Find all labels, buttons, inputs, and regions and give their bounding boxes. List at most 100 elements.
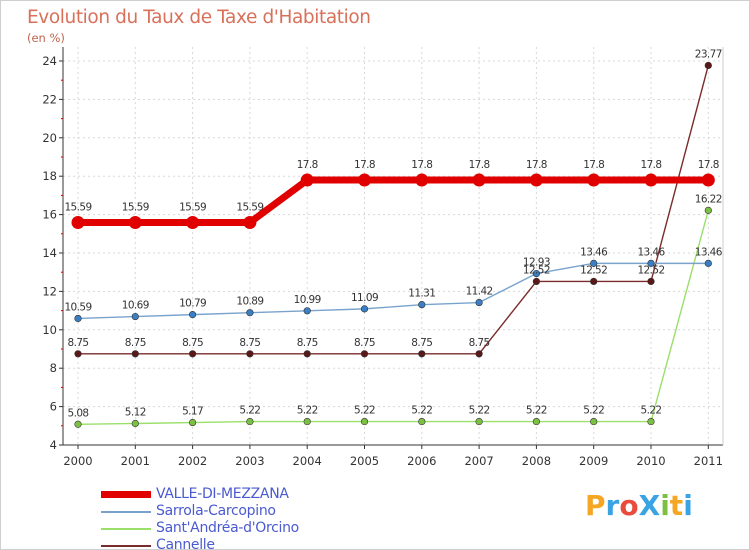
data-label: 10.89 xyxy=(236,296,263,308)
legend-label: Sarrola-Carcopino xyxy=(156,503,276,519)
x-tick-label: 2001 xyxy=(121,454,150,468)
data-label: 5.22 xyxy=(526,405,547,417)
data-label: 5.17 xyxy=(182,406,203,418)
data-label: 11.09 xyxy=(351,292,378,304)
data-label: 15.59 xyxy=(179,201,206,213)
y-tick-label: 4 xyxy=(50,438,57,452)
data-point xyxy=(131,312,139,321)
data-point xyxy=(647,417,655,426)
y-tick-label: 24 xyxy=(42,54,57,68)
data-point xyxy=(647,259,655,267)
data-label: 17.8 xyxy=(698,159,719,171)
x-tick-label: 2010 xyxy=(636,454,665,468)
data-point xyxy=(590,277,598,286)
data-point xyxy=(189,418,197,427)
data-label: 5.12 xyxy=(125,406,146,418)
data-label: 13.46 xyxy=(637,246,665,258)
data-point xyxy=(303,307,311,315)
data-point xyxy=(243,215,257,229)
series-line-1 xyxy=(77,262,709,320)
data-point xyxy=(189,350,197,358)
data-point xyxy=(128,215,142,229)
data-point xyxy=(532,277,541,286)
data-label: 5.22 xyxy=(583,405,604,417)
data-point xyxy=(74,350,82,358)
data-point xyxy=(647,277,655,286)
data-label: 17.8 xyxy=(354,159,375,171)
legend-item: Sarrola-Carcopino xyxy=(101,503,299,520)
data-point xyxy=(300,173,314,187)
data-point xyxy=(532,269,541,278)
data-point xyxy=(475,417,483,426)
data-point xyxy=(246,350,254,358)
x-tick-label: 2002 xyxy=(178,454,207,468)
x-tick-label: 2011 xyxy=(694,454,723,468)
data-label: 17.8 xyxy=(526,159,547,171)
logo-letter: i xyxy=(660,489,670,522)
series-line-3 xyxy=(78,65,709,355)
data-point xyxy=(529,173,543,187)
data-label: 10.99 xyxy=(294,294,321,306)
data-point xyxy=(246,309,254,317)
data-label: 5.22 xyxy=(641,405,662,417)
data-label: 12.93 xyxy=(523,257,550,269)
y-tick-label: 18 xyxy=(42,169,57,183)
data-label: 11.42 xyxy=(466,286,493,298)
legend-item: Sant'Andréa-d'Orcino xyxy=(101,520,299,537)
logo-letter: i xyxy=(683,489,693,522)
data-label: 15.59 xyxy=(236,201,263,213)
logo-letter: t xyxy=(669,489,684,522)
chart-legend: VALLE-DI-MEZZANA Sarrola-Carcopino Sant'An… xyxy=(101,486,299,550)
x-tick-label: 2007 xyxy=(464,454,493,468)
data-label: 23.77 xyxy=(695,48,722,60)
data-label: 10.59 xyxy=(64,301,91,313)
data-label: 13.46 xyxy=(580,246,608,258)
legend-swatch xyxy=(101,527,151,530)
logo-letter: P xyxy=(585,489,606,522)
data-label: 10.79 xyxy=(179,298,206,310)
data-label: 15.59 xyxy=(64,201,91,213)
x-tick-label: 2000 xyxy=(63,454,92,468)
data-label: 5.22 xyxy=(239,405,260,417)
data-label: 17.8 xyxy=(411,159,432,171)
data-point xyxy=(704,206,712,214)
logo-letter: o xyxy=(619,489,639,522)
data-point xyxy=(186,215,200,229)
data-point xyxy=(303,417,311,426)
data-label: 12.52 xyxy=(637,264,664,276)
data-label: 17.8 xyxy=(583,159,604,171)
y-tick-label: 6 xyxy=(50,400,57,414)
data-point xyxy=(590,417,598,426)
legend-swatch xyxy=(101,491,151,498)
y-tick-label: 14 xyxy=(42,246,57,260)
y-tick-label: 16 xyxy=(42,208,57,222)
data-point xyxy=(418,301,426,309)
data-label: 13.46 xyxy=(695,246,723,258)
y-tick-label: 20 xyxy=(42,131,57,145)
data-point xyxy=(701,173,715,187)
data-label: 8.75 xyxy=(182,337,203,349)
data-point xyxy=(74,314,82,323)
chart-subtitle: (en %) xyxy=(27,31,65,45)
data-point xyxy=(644,173,658,187)
data-point xyxy=(131,350,139,358)
data-point xyxy=(360,305,369,313)
legend-label: Sant'Andréa-d'Orcino xyxy=(156,520,299,536)
data-point xyxy=(189,311,197,319)
data-point xyxy=(246,417,254,426)
data-point xyxy=(358,173,371,187)
data-point xyxy=(415,173,429,187)
data-label: 17.8 xyxy=(297,159,318,171)
data-point xyxy=(532,417,541,426)
series-line-2 xyxy=(77,210,709,425)
data-point xyxy=(360,350,369,358)
data-point xyxy=(472,173,486,187)
y-tick-label: 22 xyxy=(42,92,57,106)
data-label: 17.8 xyxy=(641,159,662,171)
data-label: 11.31 xyxy=(408,288,435,300)
legend-label: Cannelle xyxy=(156,537,215,550)
logo-letter: X xyxy=(638,489,661,522)
data-point xyxy=(71,215,85,229)
x-tick-label: 2004 xyxy=(293,454,322,468)
